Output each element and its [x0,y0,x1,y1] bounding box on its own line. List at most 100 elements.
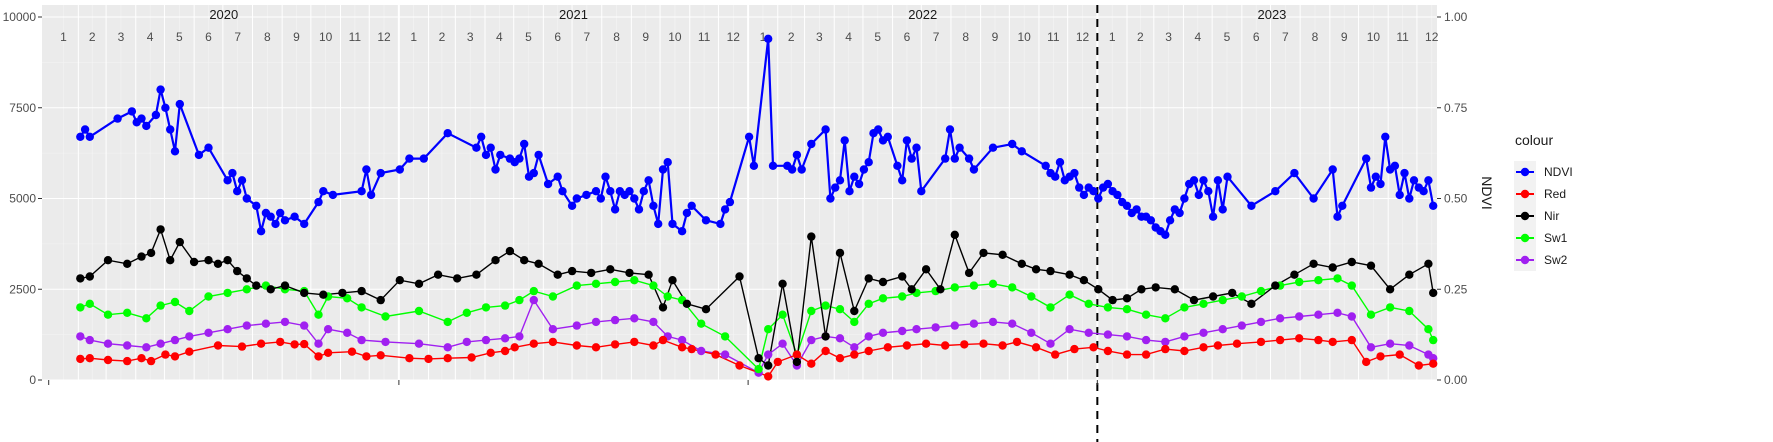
point-red [1275,335,1285,345]
month-labels: 1 2 3 4 5 6 7 8 9 10 11 12 1 2 3 4 5 6 7 8 9 10 11 12 1 2 3 4 5 6 7 8 9 1… [60,30,1439,44]
month-label: 2 [439,30,446,44]
month-label: 1 [760,30,767,44]
point-red [850,350,859,359]
point-nir [166,256,175,265]
point-sw1 [223,288,232,298]
point-red [630,337,639,347]
point-ndvi [290,212,299,221]
point-sw1 [898,292,907,301]
point-ndvi [314,197,323,207]
month-label: 8 [613,30,620,44]
point-nir [587,268,596,278]
x-axis [48,380,1098,385]
point-nir [821,332,830,341]
point-nir [921,265,931,274]
point-ndvi [893,161,902,170]
point-ndvi [491,165,500,174]
point-ndvi [1089,187,1098,196]
point-ndvi [300,219,309,229]
point-nir [1429,288,1438,298]
point-nir [520,256,529,265]
point-red [921,339,931,348]
point-nir [1094,285,1103,294]
month-label: 11 [1396,30,1409,44]
point-nir [376,295,385,305]
point-nir [807,232,816,241]
point-ndvi [405,154,414,163]
point-sw1 [988,279,998,288]
point-sw2 [1065,325,1074,334]
year-label: 2021 [559,7,588,22]
point-sw2 [357,335,366,345]
point-sw2 [242,321,251,330]
month-label: 4 [1194,30,1201,44]
point-red [610,340,620,349]
point-red [1089,343,1098,352]
point-sw2 [1385,339,1395,348]
point-nir [213,259,223,268]
point-red [1031,343,1041,352]
point-nir [701,305,711,314]
point-nir [553,270,562,279]
legend: colour NDVI Red Nir Sw1 Sw2 [1514,132,1573,271]
point-ndvi [1194,190,1204,200]
point-red [764,372,773,381]
plot-panel [42,5,1437,380]
point-ndvi [472,143,481,152]
point-ndvi [328,190,338,200]
point-red [1103,346,1113,356]
point-nir [453,274,462,283]
point-ndvi [955,143,964,152]
point-sw1 [1027,292,1036,301]
point-ndvi [850,172,859,181]
point-nir [898,272,907,281]
point-nir [1309,259,1318,268]
point-ndvi [1208,212,1218,221]
legend-key-point [1520,189,1530,199]
point-ndvi [658,165,668,174]
point-nir [735,272,744,281]
y-left-tick-label: 5000 [9,192,36,206]
point-sw2 [630,314,639,323]
point-sw2 [103,339,113,348]
point-sw1 [850,317,859,327]
point-nir [146,248,156,258]
point-ndvi [1247,201,1256,210]
point-sw2 [720,350,730,359]
point-nir [175,237,184,247]
point-sw1 [1429,335,1438,345]
point-sw1 [529,286,538,296]
point-ndvi [1122,201,1132,210]
point-sw1 [170,297,180,307]
point-sw2 [548,325,558,334]
point-ndvi [175,99,184,109]
point-sw1 [1366,310,1376,319]
point-red [711,350,720,359]
point-red [467,353,476,362]
point-sw1 [697,319,706,328]
legend-label: Red [1544,187,1566,201]
point-nir [1065,270,1074,279]
month-label: 2 [1137,30,1144,44]
point-nir [414,279,424,288]
month-label: 7 [584,30,591,44]
point-ndvi [376,168,385,178]
point-ndvi [1362,154,1371,163]
month-label: 12 [1425,30,1439,44]
point-nir [1046,266,1055,276]
point-ndvi [161,103,170,113]
point-nir [1151,283,1160,292]
point-nir [242,274,251,283]
point-nir [964,268,974,278]
point-sw2 [481,335,491,345]
month-label: 7 [1282,30,1289,44]
point-red [300,339,309,349]
point-sw1 [1122,305,1132,314]
point-nir [907,285,916,294]
point-sw2 [610,315,620,325]
point-ndvi [768,161,778,170]
point-red [237,342,247,351]
point-ndvi [204,143,213,152]
point-red [347,347,357,356]
point-ndvi [558,187,567,196]
